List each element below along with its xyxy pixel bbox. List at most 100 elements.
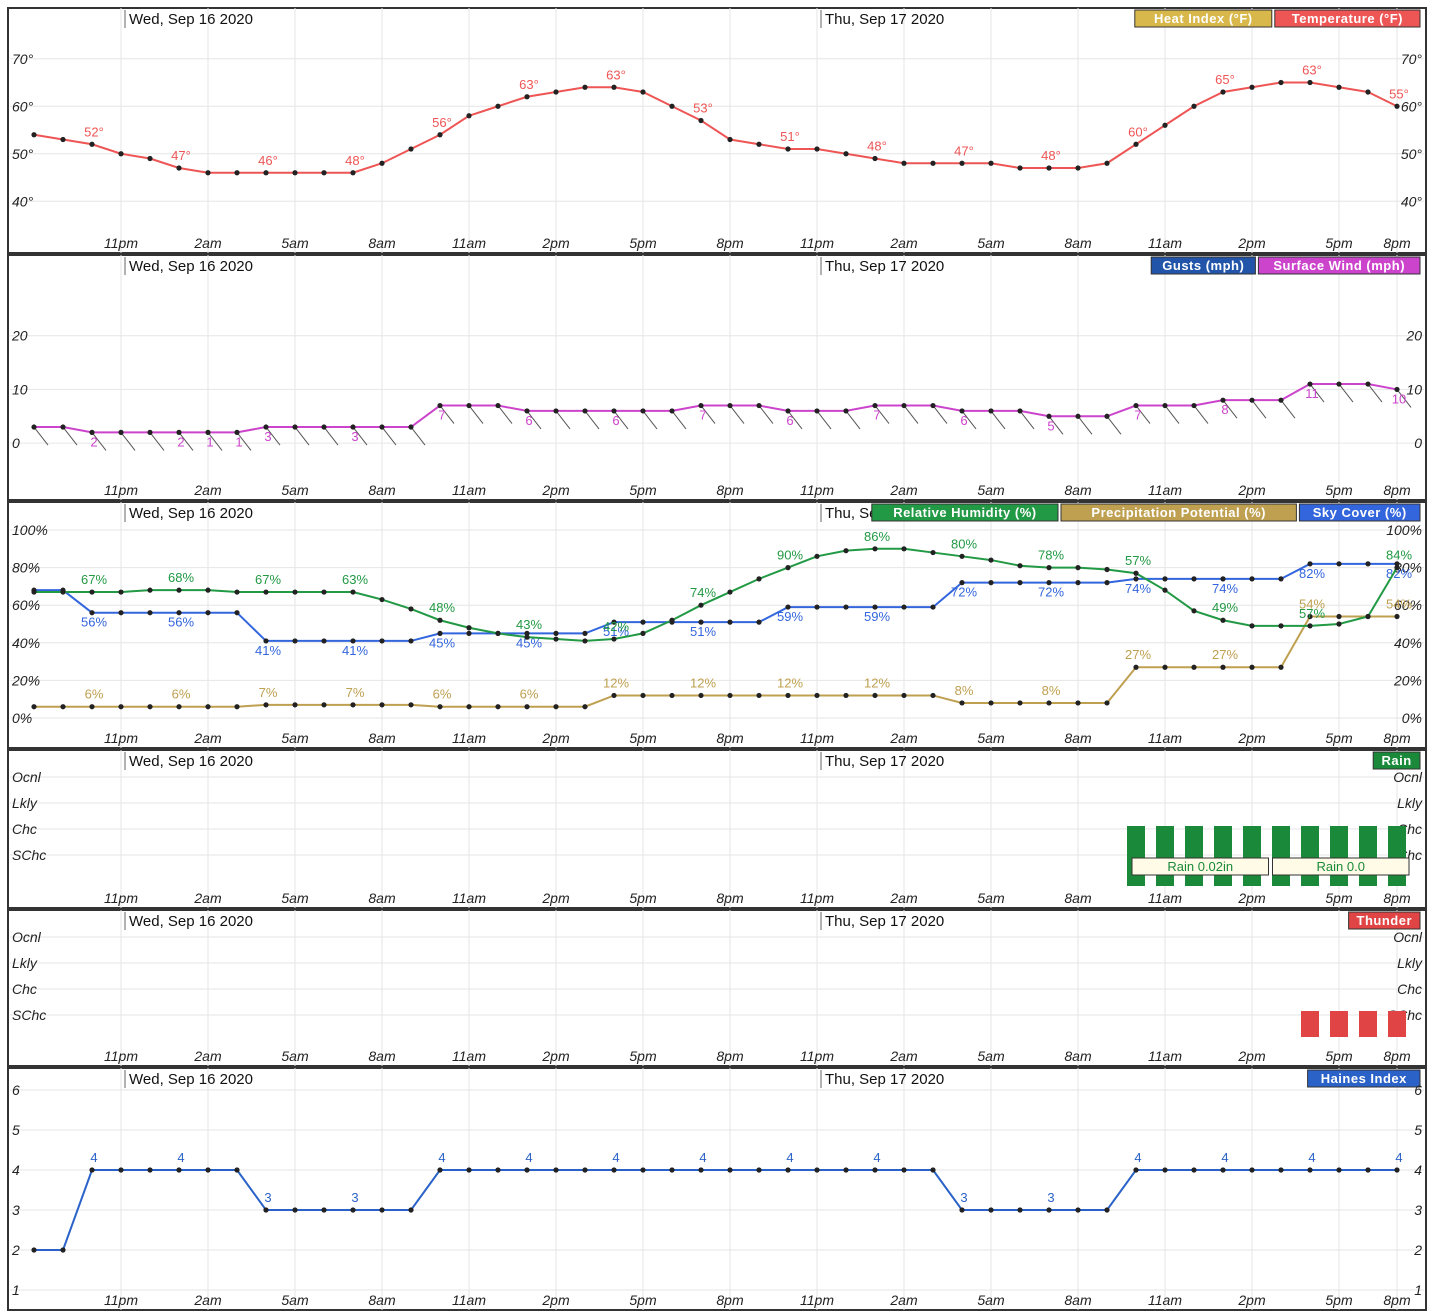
data-point <box>814 1167 820 1173</box>
data-point <box>495 630 501 637</box>
data-label: 63° <box>606 67 626 82</box>
wind-barb <box>381 426 397 446</box>
time-tick-label: 11am <box>452 890 486 906</box>
data-label: 4 <box>699 1150 706 1165</box>
data-point <box>611 692 617 699</box>
y-tick-label-left: 40% <box>12 635 40 651</box>
panel-1: Wed, Sep 16 2020 Thu, Sep 17 2020 11pm 2am 5… <box>7 254 1427 501</box>
wind-barb <box>178 432 194 451</box>
data-label: 4 <box>525 1150 532 1165</box>
wind-barb <box>555 410 571 430</box>
panel-3: Wed, Sep 16 2020 Thu, Sep 17 2020 11pm 2am 5… <box>7 749 1427 909</box>
data-point <box>1365 561 1371 567</box>
data-point <box>901 546 907 552</box>
data-point <box>321 424 327 430</box>
data-label: 4 <box>1395 1150 1402 1165</box>
data-label: 4 <box>1221 1150 1228 1165</box>
data-point <box>408 146 414 152</box>
y-tick-label-left: 10 <box>12 381 28 397</box>
data-point <box>1075 700 1081 706</box>
y-tick-label-left: Chc <box>12 981 37 997</box>
data-point <box>872 155 878 162</box>
y-tick-label-left: 4 <box>12 1162 20 1178</box>
series-line <box>33 81 1398 174</box>
wind-barb <box>1019 410 1035 430</box>
time-tick-label: 2am <box>889 890 918 906</box>
wind-barb <box>352 426 368 446</box>
rain-amount-label: Rain 0.02in <box>1167 859 1233 874</box>
data-label: 63° <box>519 77 539 92</box>
wind-barb <box>1077 415 1093 435</box>
series-line <box>34 383 1398 434</box>
y-tick-label-left: 1 <box>12 1282 20 1298</box>
time-tick-label: 11pm <box>104 235 138 251</box>
data-label: 7 <box>699 408 706 423</box>
wind-barb <box>729 405 745 424</box>
data-label: 4 <box>612 1150 619 1165</box>
panel-frame <box>7 909 1427 1067</box>
legend-box <box>1307 1069 1421 1088</box>
data-point <box>640 619 646 625</box>
time-tick-label: 11am <box>1148 235 1182 251</box>
data-point <box>350 170 356 176</box>
legend-box <box>1150 256 1256 275</box>
data-label: 6 <box>612 413 619 428</box>
data-point <box>930 402 936 409</box>
time-tick-label: 11pm <box>104 1048 138 1064</box>
date-label-thu: Thu, Sep 17 2020 <box>825 1071 944 1088</box>
data-point <box>988 408 994 414</box>
data-point <box>147 155 153 162</box>
data-point <box>814 146 820 152</box>
time-tick-label: 8pm <box>1383 890 1411 906</box>
data-label: 51% <box>603 624 629 639</box>
data-point <box>205 587 211 593</box>
time-tick-label: 11pm <box>800 1292 834 1308</box>
time-tick-label: 11am <box>1148 890 1182 906</box>
y-tick-label-right: 70° <box>1401 51 1423 67</box>
time-tick-label: 8am <box>368 1292 396 1308</box>
data-point <box>814 553 820 559</box>
wind-barb <box>1106 415 1122 435</box>
data-point <box>698 619 704 625</box>
data-label: 4 <box>786 1150 793 1165</box>
wind-barb <box>700 405 716 424</box>
time-tick-label: 8am <box>1064 890 1092 906</box>
y-tick-label-right: 80% <box>1394 560 1422 576</box>
data-point <box>959 160 965 166</box>
data-point <box>1162 664 1168 670</box>
y-tick-label-right: 4 <box>1414 1162 1422 1178</box>
data-point <box>60 704 66 710</box>
wind-barb <box>526 410 542 430</box>
data-point <box>466 402 472 409</box>
rain-bar <box>1243 826 1261 886</box>
y-tick-label-right: Lkly <box>1397 795 1423 811</box>
time-tick-label: 8pm <box>716 482 744 498</box>
y-tick-label-left: Lkly <box>12 795 38 811</box>
y-tick-label-right: 2 <box>1413 1242 1422 1258</box>
data-point <box>379 638 385 644</box>
data-point <box>727 402 733 409</box>
data-point <box>930 692 936 699</box>
data-point <box>205 1167 211 1173</box>
data-point <box>321 170 327 176</box>
time-tick-label: 5pm <box>629 235 657 251</box>
data-point <box>1191 103 1197 109</box>
data-point <box>1365 381 1371 387</box>
time-tick-label: 5pm <box>1325 482 1353 498</box>
data-point <box>1278 623 1284 629</box>
data-point <box>176 1167 182 1173</box>
data-point <box>60 589 66 595</box>
series-line <box>34 562 1397 642</box>
data-point <box>89 610 95 616</box>
data-point <box>1365 613 1371 620</box>
data-point <box>843 604 849 610</box>
data-point <box>234 429 240 435</box>
y-tick-label-left: SChc <box>12 1007 46 1023</box>
time-tick-label: 5am <box>977 1048 1005 1064</box>
wind-barb <box>439 405 455 424</box>
data-point <box>1191 664 1197 670</box>
rain-bar <box>1388 826 1406 886</box>
data-point <box>1104 413 1110 419</box>
data-point <box>1249 84 1255 90</box>
data-point <box>147 429 153 435</box>
